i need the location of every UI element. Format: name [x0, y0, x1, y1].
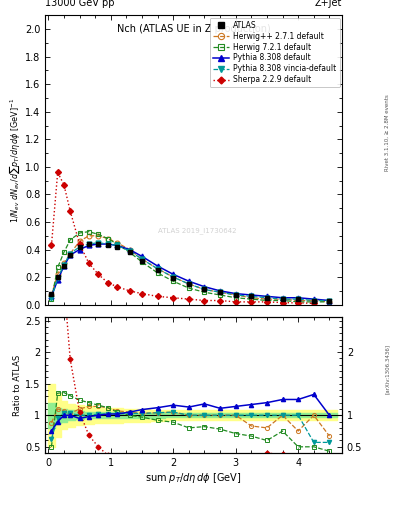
Text: ATLAS 2019_I1730642: ATLAS 2019_I1730642: [158, 227, 237, 234]
Y-axis label: $1/N_{ev}$ $dN_{ev}/d\sum p_T/d\eta\,d\phi$ [GeV]$^{-1}$: $1/N_{ev}$ $dN_{ev}/d\sum p_T/d\eta\,d\p…: [8, 97, 22, 223]
Text: Rivet 3.1.10, ≥ 2.8M events: Rivet 3.1.10, ≥ 2.8M events: [385, 95, 389, 172]
Legend: ATLAS, Herwig++ 2.7.1 default, Herwig 7.2.1 default, Pythia 8.308 default, Pythi: ATLAS, Herwig++ 2.7.1 default, Herwig 7.…: [209, 17, 340, 88]
Text: Z+Jet: Z+Jet: [314, 0, 342, 8]
Text: 13000 GeV pp: 13000 GeV pp: [45, 0, 115, 8]
Y-axis label: Ratio to ATLAS: Ratio to ATLAS: [13, 355, 22, 416]
X-axis label: sum $p_T/d\eta\,d\phi$ [GeV]: sum $p_T/d\eta\,d\phi$ [GeV]: [145, 471, 242, 485]
Text: Nch (ATLAS UE in Z production): Nch (ATLAS UE in Z production): [117, 24, 270, 34]
Text: [arXiv:1306.3436]: [arXiv:1306.3436]: [385, 344, 389, 394]
